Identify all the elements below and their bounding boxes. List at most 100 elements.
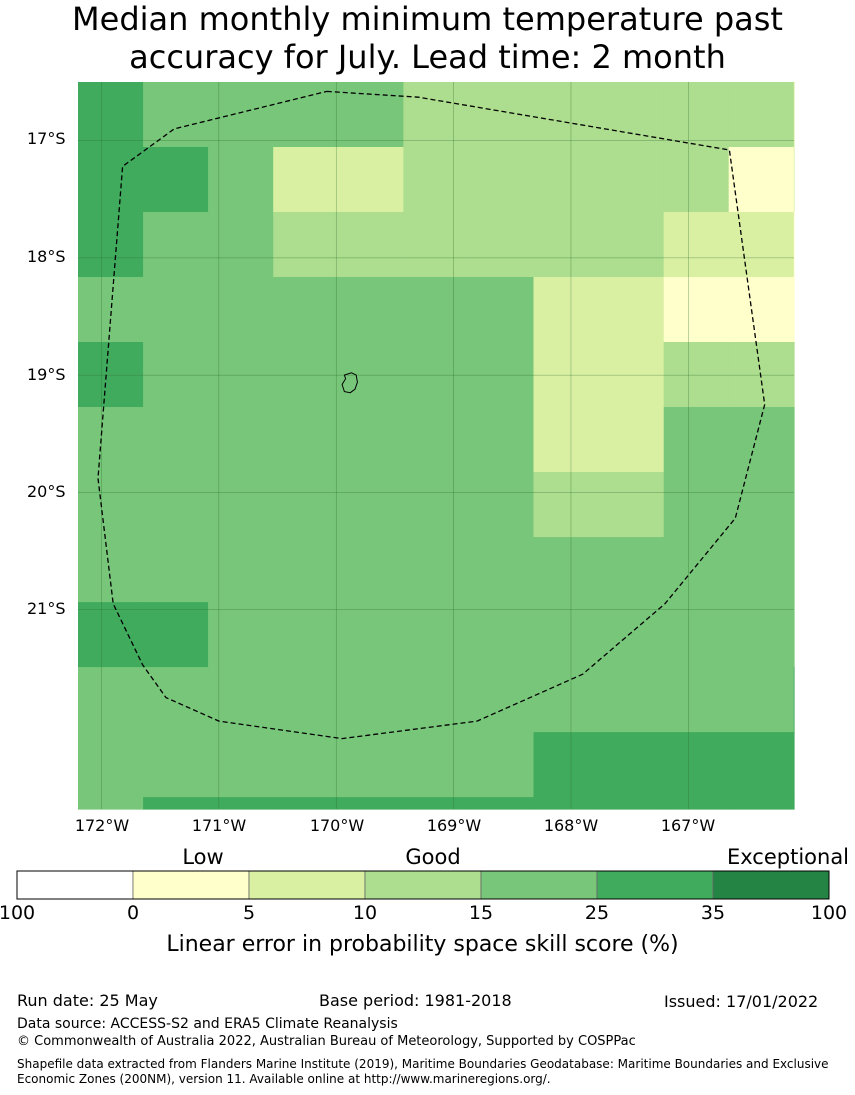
grid-cell [273,472,339,538]
grid-cell [273,602,339,668]
grid-cell [273,732,339,798]
run-date: Run date: 25 May [17,991,158,1010]
grid-cell [793,147,795,213]
grid-cell [143,82,209,148]
grid-cell [273,82,339,148]
grid-cell [468,342,535,408]
lat-label-17s: 17°S [27,129,66,148]
grid-cell [338,667,404,733]
grid-cell [533,797,600,810]
graticule [78,82,794,809]
grid-cell [468,797,535,810]
lon-label-167w: 167°W [660,816,716,835]
grid-cell [598,277,665,343]
grid-cell [728,537,795,603]
colorbar [16,870,830,900]
category-good: Good [405,845,461,869]
grid-cell [338,732,404,798]
lat-label-20s: 20°S [27,482,66,501]
base-period: Base period: 1981-2018 [319,991,512,1010]
lat-label-18s: 18°S [27,247,66,266]
grid-cell [728,212,795,278]
grid-cell [598,472,665,538]
grid-cell [533,472,600,538]
grid-cell [273,797,339,810]
copyright: © Commonwealth of Australia 2022, Austra… [17,1034,636,1049]
category-low: Low [182,845,224,869]
grid-cell [78,667,144,733]
grid-cell [78,797,144,810]
grid-cell [598,342,665,408]
grid-cell [663,797,730,810]
category-exceptional: Exceptional [726,845,850,869]
grid-cell [143,212,209,278]
grid-cell [728,147,795,213]
grid-cell [403,667,470,733]
grid-cell [208,147,274,213]
grid-cell [143,537,209,603]
grid-cell [143,667,209,733]
grid-cell [338,82,404,148]
grid-cell [208,212,274,278]
lon-label-170w: 170°W [309,816,365,835]
grid-cell [338,472,404,538]
grid-cell [793,342,795,408]
grid-cell [533,667,600,733]
grid-cell [273,407,339,473]
colorbar-segment [712,870,830,900]
grid-cell [728,472,795,538]
grid-cell [793,472,795,538]
grid-cell [598,732,665,798]
grid-cell [793,407,795,473]
colorbar-tick: 25 [584,902,610,924]
grid-cell [663,667,730,733]
grid-cell [143,797,209,810]
colorbar-tick: 15 [468,902,494,924]
grid-cell [663,732,730,798]
grid-cell [403,602,470,668]
grid-cell [208,407,274,473]
grid-cell [533,82,600,148]
grid-cell [728,602,795,668]
grid-cell [143,277,209,343]
grid-cell [208,537,274,603]
colorbar-tick: 5 [242,902,256,924]
grid-cell [338,212,404,278]
grid-cell [208,667,274,733]
grid-cell [273,212,339,278]
data-source: Data source: ACCESS-S2 and ERA5 Climate … [17,1016,398,1032]
grid-cell [663,602,730,668]
grid-cell [468,147,535,213]
issued-date: Issued: 17/01/2022 [664,992,819,1011]
grid-cell [793,277,795,343]
grid-cell [663,147,730,213]
grid-cell [208,602,274,668]
grid-cell [533,537,600,603]
lat-label-19s: 19°S [27,365,66,384]
grid-cell [793,602,795,668]
grid-cell [403,147,470,213]
grid-cell [273,342,339,408]
colorbar-segment [364,870,482,900]
grid-cell [598,212,665,278]
grid-cell [728,732,795,798]
shapefile-credit-1: Shapefile data extracted from Flanders M… [17,1057,829,1071]
grid-cell [143,472,209,538]
grid-cell [468,667,535,733]
grid-cell [403,797,470,810]
grid-cell [533,732,600,798]
grid-cell [78,82,144,148]
shapefile-credit-2: Economic Zones (200NM), version 11. Avai… [17,1072,551,1086]
grid-cell [403,277,470,343]
grid-cell [663,537,730,603]
grid-cell [598,537,665,603]
grid-cell [533,277,600,343]
grid-cell [728,82,795,148]
grid-cell [78,537,144,603]
grid-cell [143,147,209,213]
grid-cell [793,667,795,733]
grid-cell [793,797,795,810]
grid-cell [143,342,209,408]
lat-label-21s: 21°S [27,599,66,618]
